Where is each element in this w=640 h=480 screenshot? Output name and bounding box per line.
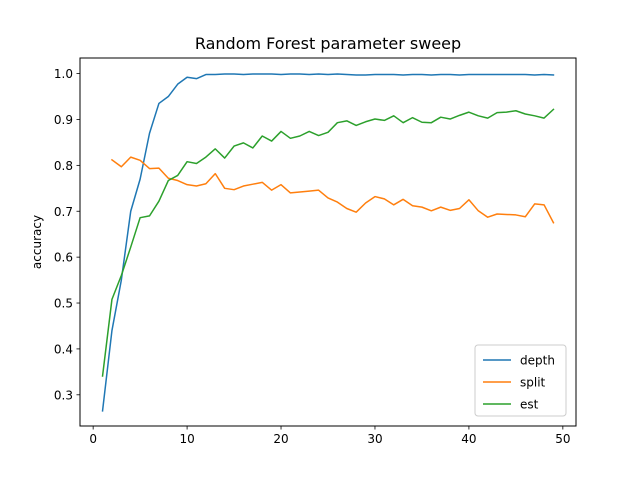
series-line-split	[110, 156, 555, 224]
y-tick-label: 0.9	[54, 113, 73, 127]
legend-box	[474, 344, 567, 417]
y-tick-label: 0.6	[54, 251, 73, 265]
y-tick-label: 0.3	[54, 388, 73, 402]
y-tick-label: 0.4	[54, 342, 73, 356]
x-axis: 0 10 20 30 40 50	[89, 426, 570, 446]
y-axis-label: accuracy	[30, 215, 44, 269]
axes-frame	[79, 57, 577, 427]
x-tick-label: 30	[367, 432, 382, 446]
y-tick-label: 0.8	[54, 159, 73, 173]
legend-label-est: est	[520, 398, 539, 412]
y-axis: 0.3 0.4 0.5 0.6 0.7 0.8 0.9 1.0	[54, 67, 80, 402]
x-tick-label: 20	[273, 432, 288, 446]
y-tick-label: 1.0	[54, 67, 73, 81]
legend-label-depth: depth	[520, 354, 555, 368]
x-tick-label: 40	[461, 432, 476, 446]
series-line-est	[101, 108, 555, 377]
x-tick-label: 50	[555, 432, 570, 446]
series-line-depth	[101, 73, 555, 412]
y-tick-label: 0.5	[54, 297, 73, 311]
x-tick-label: 0	[89, 432, 97, 446]
chart-title: Random Forest parameter sweep	[195, 34, 461, 53]
x-tick-label: 10	[179, 432, 194, 446]
legend-label-split: split	[520, 376, 546, 390]
y-tick-label: 0.7	[54, 205, 73, 219]
plot-lines	[101, 73, 555, 412]
legend: depth split est	[474, 344, 567, 417]
